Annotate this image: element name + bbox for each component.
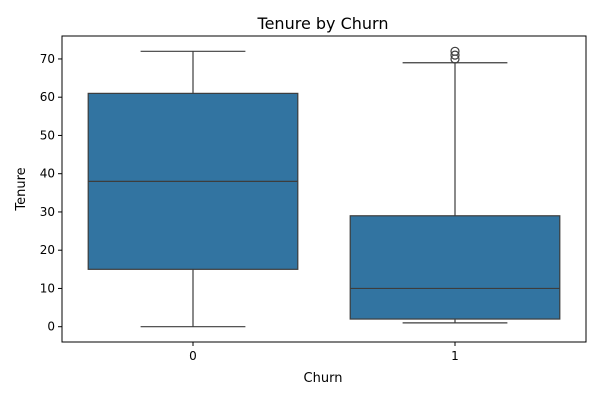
box-group-1 [349,46,561,324]
box-group-0 [87,50,299,328]
y-tick-label: 50 [40,128,55,142]
chart-title: Tenure by Churn [257,14,389,33]
y-tick-label: 70 [40,52,55,66]
outlier-point [450,46,460,56]
y-axis: 0 10 20 30 40 50 60 70 [40,52,62,334]
y-tick-label: 0 [47,320,55,334]
box-iqr [349,215,561,320]
y-axis-label: Tenure [14,167,29,211]
y-tick-label: 40 [40,167,55,181]
y-tick-label: 10 [40,281,55,295]
y-tick-label: 30 [40,205,55,219]
plot-area [61,35,587,343]
x-tick-label: 1 [451,349,459,363]
y-tick-label: 20 [40,243,55,257]
plot-frame [61,35,587,343]
y-tick-label: 60 [40,90,55,104]
x-axis-label: Churn [304,371,343,386]
outlier-point [450,50,460,60]
x-tick-label: 0 [189,349,197,363]
